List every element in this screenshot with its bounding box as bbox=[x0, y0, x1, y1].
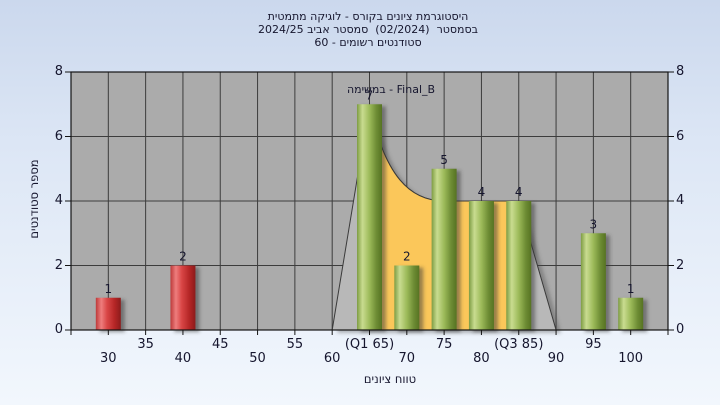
chart-title-line3: סטודנטים רשומים - 60 bbox=[314, 36, 422, 49]
bar-value-label: 1 bbox=[627, 282, 635, 296]
y-axis-title: מספר סטודנטים bbox=[27, 159, 41, 239]
bar-40 bbox=[170, 265, 196, 330]
bar-80 bbox=[468, 201, 494, 330]
series-annotation-label: במשימה - Final_B bbox=[346, 83, 436, 96]
bar-70 bbox=[394, 265, 420, 330]
bar-value-label: 7 bbox=[366, 88, 374, 102]
bar-65 bbox=[357, 104, 382, 330]
chart-title-line2: בסמסטר (02/2024) סמסטר אביב 2024/25 bbox=[257, 23, 479, 36]
bar-value-label: 5 bbox=[440, 153, 448, 167]
bar-value-label: 1 bbox=[104, 282, 112, 296]
bar-85 bbox=[506, 201, 532, 330]
bar-75 bbox=[431, 168, 457, 330]
chart-title: היסטוגרמת ציונים בקורס - לוגיקה מתמטית ב… bbox=[258, 10, 478, 49]
chart-title-line1: היסטוגרמת ציונים בקורס - לוגיקה מתמטית bbox=[267, 10, 469, 23]
bar-value-label: 2 bbox=[403, 250, 411, 264]
bar-95 bbox=[580, 233, 606, 330]
bar-value-label: 2 bbox=[179, 250, 187, 264]
bar-value-label: 4 bbox=[478, 185, 486, 199]
bar-30 bbox=[95, 297, 121, 330]
x-axis-title: טווח ציונים bbox=[363, 372, 417, 386]
bar-value-label: 4 bbox=[515, 185, 523, 199]
bar-100 bbox=[618, 297, 644, 330]
bar-value-label: 3 bbox=[590, 217, 598, 231]
